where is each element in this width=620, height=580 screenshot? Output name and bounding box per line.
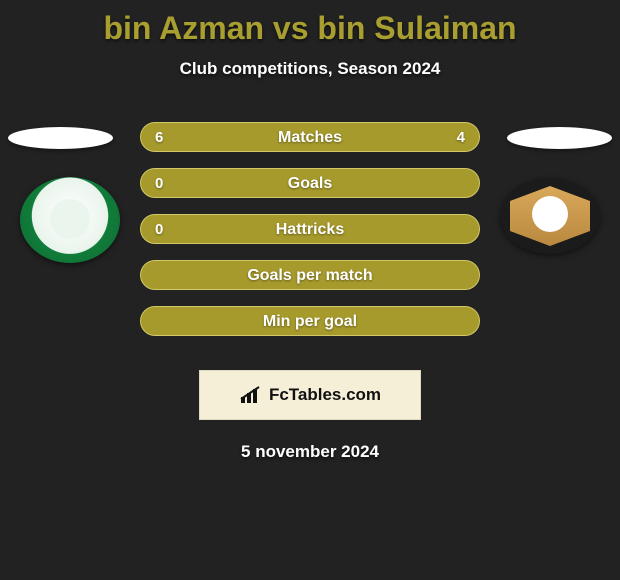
title-text: bin Azman vs bin Sulaiman	[103, 10, 516, 46]
stat-row-min-per-goal: Min per goal	[140, 306, 480, 336]
page-title: bin Azman vs bin Sulaiman	[0, 0, 620, 47]
date-text: 5 november 2024	[0, 442, 620, 462]
stat-row-goals: Goals0	[140, 168, 480, 198]
stat-label: Goals per match	[141, 261, 479, 291]
stat-row-matches: Matches6 4	[140, 122, 480, 152]
stat-label: Goals	[141, 169, 479, 199]
brand-chart-icon	[239, 385, 263, 405]
stat-label: Matches	[141, 123, 479, 153]
stat-label: Min per goal	[141, 307, 479, 337]
stat-row-hattricks: Hattricks0	[140, 214, 480, 244]
comparison-card: bin Azman vs bin Sulaiman Club competiti…	[0, 0, 620, 580]
stat-value-left: 0	[155, 215, 163, 245]
subtitle: Club competitions, Season 2024	[0, 59, 620, 79]
stat-row-goals-per-match: Goals per match	[140, 260, 480, 290]
stat-value-right: 4	[457, 123, 465, 153]
stat-rows: Matches64Goals0Hattricks0Goals per match…	[0, 122, 620, 336]
stat-label: Hattricks	[141, 215, 479, 245]
stat-value-left: 6	[155, 123, 163, 153]
brand-badge: FcTables.com	[199, 370, 421, 420]
stat-value-left: 0	[155, 169, 163, 199]
brand-text: FcTables.com	[269, 385, 381, 405]
